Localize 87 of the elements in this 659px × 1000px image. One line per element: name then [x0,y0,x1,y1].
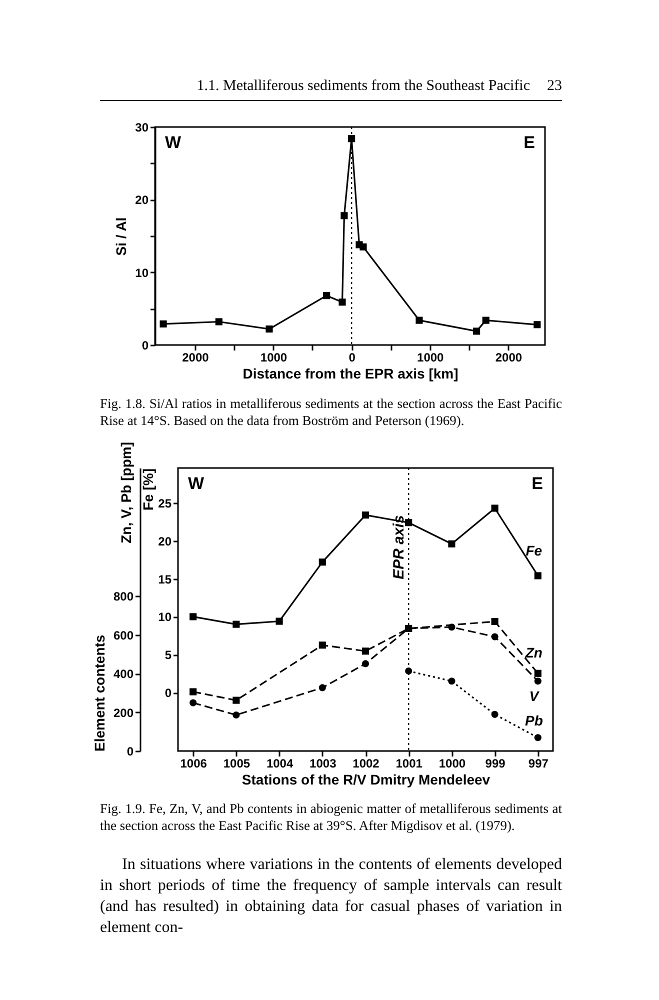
text: 1.1. Metalliferous sediments from the Southeast Pacific [196,78,530,95]
y-tick-label: 10 [135,266,149,280]
y-tick-label: 0 [126,744,134,758]
point [534,321,541,328]
y-tick-label: 400 [113,667,134,682]
text: Zn, V, Pb [ppm] [118,442,134,544]
point [473,328,480,335]
point [190,613,197,620]
point [318,684,326,692]
x-tick-label: 1000 [417,350,444,364]
y-axis-title: Si / Al [113,217,130,256]
point [491,710,498,718]
y-tick-label: 20 [135,193,149,208]
x-tick-label: 997 [528,756,549,770]
x-tick-label: 2000 [182,350,210,364]
y2-axis-title: Fe [%] [140,468,156,510]
point [215,318,222,326]
point [448,540,456,548]
x-tick-label: 1006 [180,756,208,770]
point [232,711,240,719]
point [491,618,498,626]
y2-tick-label: 10 [158,610,172,624]
point [232,696,240,704]
point [318,642,326,649]
y-tick-label: 600 [113,628,134,642]
y2-tick-label: 0 [164,686,172,700]
y-tick-label: 800 [113,590,134,604]
point [448,624,456,631]
point [266,325,273,333]
point [405,519,412,526]
x-tick-label: 999 [485,756,506,770]
point [190,699,197,706]
annotation: E [524,133,535,152]
point [405,668,412,675]
x-axis-title: Distance from the EPR axis [km] [242,366,458,382]
point [416,316,423,324]
point [348,135,356,142]
point [190,688,197,696]
point [338,298,346,306]
point [534,572,542,580]
point [362,660,370,668]
series-label: Pb [524,712,544,729]
caption: Fig. 1.9. Fe, Zn, V, and Pb contents in abiogenic matter of metalliferous sediments at the section across the East Pacific Rise at 39°S. After Migdisov et al. (1979). [100,800,562,834]
x-tick-label: 0 [348,350,356,364]
point [323,292,330,300]
point [534,670,542,677]
text: In situations where variations in the contents of elements developed in short periods of time the frequency of sample intervals can result (and has resulted) in obtaining data for casual phases of variation in element con- [100,855,562,938]
x-axis-title: Stations of the R/V Dmitry Mendeleev [242,772,490,788]
annotation: W [188,474,205,493]
point [362,648,370,655]
point [232,620,240,628]
point [482,316,490,324]
y-tick-label: 200 [113,706,134,720]
ref-line-label: EPR axis [390,515,408,580]
y-tick-label: 0 [142,338,149,352]
series-label: Fe [526,542,542,559]
annotation: W [165,133,182,152]
y2-tick-label: 25 [158,496,172,510]
x-tick-label: 1005 [223,756,250,770]
series-label: Zn [524,644,542,660]
y-axis-title: Element contents [91,634,108,752]
series-label: V [529,688,540,704]
point [534,734,542,742]
y2-tick-label: 15 [158,572,172,586]
point [491,504,498,512]
point [276,618,283,625]
point [448,678,456,685]
point [362,512,370,519]
x-tick-label: 1000 [438,756,466,770]
point [318,558,326,566]
x-tick-label: 1001 [396,756,423,770]
x-tick-label: 1000 [260,350,288,364]
y2-tick-label: 20 [158,534,172,548]
x-tick-label: 2000 [495,350,522,364]
y-tick-label: 30 [135,120,149,134]
caption: Fig. 1.8. Si/Al ratios in metalliferous sediments at the section across the East Pacific Rise at 14°S. Based on the data from Boström and Peterson (1969). [100,395,562,429]
x-tick-label: 1002 [352,756,380,770]
point [491,633,498,640]
point [340,212,348,220]
point [160,320,167,328]
point [534,678,542,685]
annotation: E [532,474,543,493]
x-tick-label: 1003 [310,756,337,770]
x-tick-label: 1004 [266,756,294,770]
point [360,243,367,250]
y2-tick-label: 5 [164,648,172,662]
text: 23 [546,78,562,95]
